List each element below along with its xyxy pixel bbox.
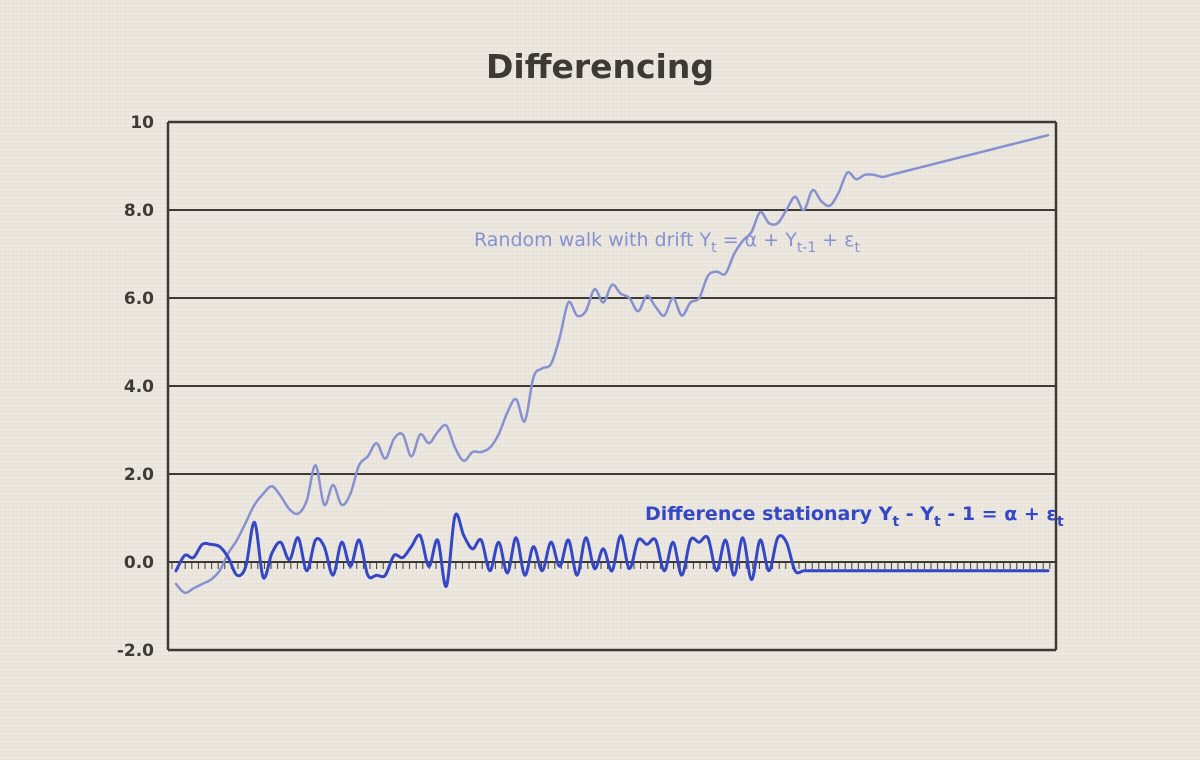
series-label-text: - Y [899, 503, 934, 525]
series-line-random-walk [174, 133, 1050, 595]
series-label-subscript: t [934, 514, 941, 530]
series-label-text: - 1 = α + ε [941, 503, 1057, 525]
series-lines [174, 133, 1050, 595]
gridlines [168, 121, 1056, 475]
series-label-subscript: t [1057, 514, 1064, 530]
y-tick-label: -2.0 [117, 641, 154, 661]
series-label-text: + ε [816, 229, 854, 251]
y-tick-label: 0.0 [124, 553, 154, 573]
series-label-subscript: t [855, 240, 861, 256]
y-tick-label: 2.0 [124, 465, 154, 485]
series-label-text: Random walk with drift Y [474, 229, 712, 251]
y-tick-label: 10 [130, 113, 154, 133]
series-label-text: Difference stationary Y [645, 503, 893, 525]
series-label-text: = α + Y [717, 229, 798, 251]
series-label-random-walk: Random walk with drift Yt = α + Yt-1 + ε… [474, 229, 861, 256]
series-label-subscript: t [892, 514, 899, 530]
y-tick-labels: 10 8.0 6.0 4.0 2.0 0.0 -2.0 [117, 113, 154, 661]
series-line-difference-stationary [174, 512, 1050, 588]
y-tick-label: 4.0 [124, 377, 154, 397]
chart-title: Differencing [486, 47, 714, 86]
y-tick-label: 8.0 [124, 201, 154, 221]
series-label-difference-stationary: Difference stationary Yt - Yt - 1 = α + … [645, 503, 1064, 530]
y-tick-label: 6.0 [124, 289, 154, 309]
axes [166, 120, 1058, 652]
series-label-subscript: t [711, 240, 717, 256]
series-label-subscript: t-1 [797, 240, 816, 256]
